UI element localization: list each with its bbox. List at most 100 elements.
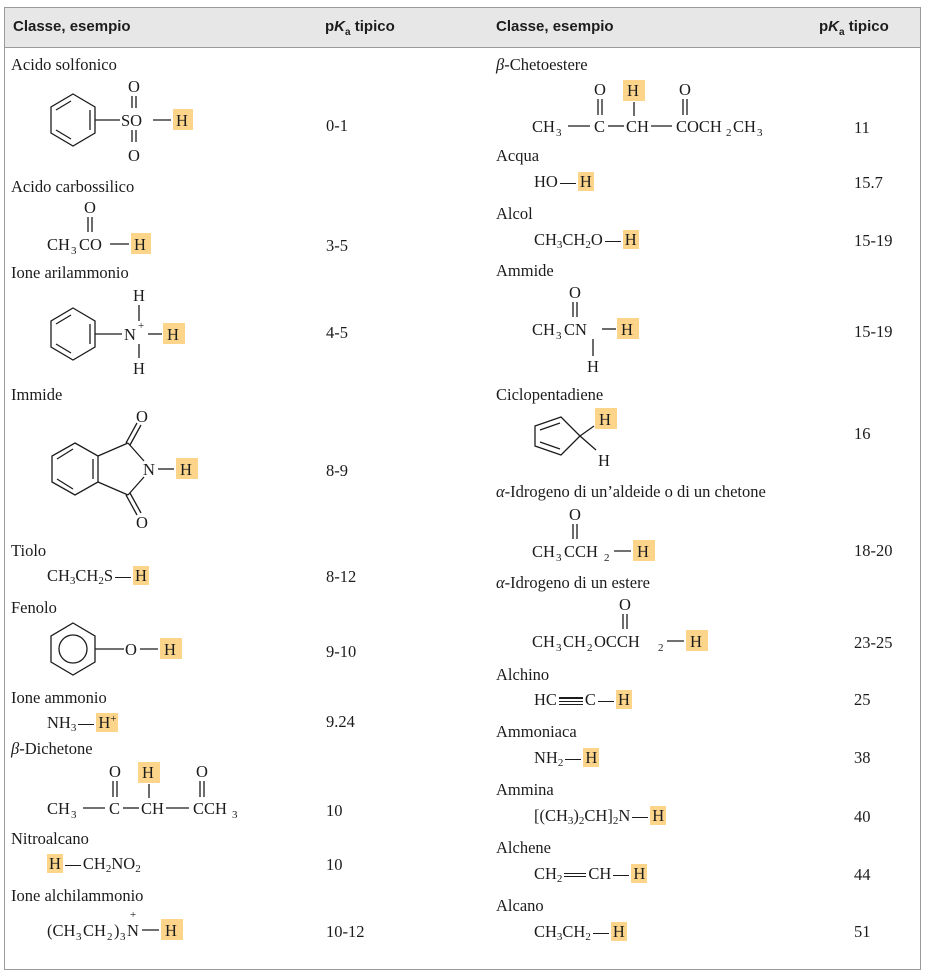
svg-text:3: 3 [71, 245, 77, 257]
svg-text:): ) [114, 921, 120, 940]
formula-acqua: HO H [534, 172, 594, 191]
svg-text:CH: CH [626, 117, 649, 136]
pka-ammoniaca: 38 [854, 748, 871, 767]
pka-ione-alchilammonio: 10-12 [326, 922, 365, 941]
structure-immide: O O N H [51, 407, 198, 532]
structure-fenolo: O H [50, 622, 182, 676]
pka-immide: 8-9 [326, 461, 348, 480]
svg-text:CO: CO [79, 235, 102, 254]
svg-text:CH: CH [532, 632, 555, 651]
svg-text:O: O [136, 513, 148, 532]
atom-o-top: O [128, 77, 140, 96]
pka-alcano: 51 [854, 922, 871, 941]
class-name-alchino: Alchino [496, 665, 550, 684]
svg-text:+: + [138, 320, 144, 332]
svg-text:H: H [167, 325, 179, 344]
svg-text:3: 3 [232, 809, 238, 821]
formula-alchino: HC C H [534, 690, 632, 709]
class-name-acqua: Acqua [496, 146, 540, 165]
structure-ione-alchilammonio: (CH 3 CH 2 ) 3 + N H [47, 909, 183, 943]
structure-alfa-idrogeno-estere: O CH 3 CH 2 OCCH 2 H [532, 595, 708, 654]
formula-ammoniaca: NH2 H [534, 748, 600, 769]
svg-text:CH: CH [532, 320, 555, 339]
pka-ammide: 15-19 [854, 322, 893, 341]
formula-alchene: CH2 CH H [534, 864, 648, 885]
header-pka-left: pKa tipico [325, 18, 395, 38]
class-name-fenolo: Fenolo [11, 598, 57, 617]
svg-text:CH: CH [563, 632, 586, 651]
svg-text:CH: CH [83, 921, 106, 940]
class-name-alchene: Alchene [496, 838, 551, 857]
svg-text:H: H [134, 235, 146, 254]
pka-alchino: 25 [854, 690, 871, 709]
svg-text:O: O [679, 80, 691, 99]
formula-alcol: CH3CH2O H [534, 230, 639, 251]
acidic-h: H [610, 922, 627, 941]
pka-alfa-idrogeno-estere: 23-25 [854, 633, 893, 652]
pka-ammina: 40 [854, 807, 871, 826]
formula-tiolo: CH3CH2S H [47, 566, 149, 587]
svg-text:CH: CH [47, 235, 70, 254]
svg-text:H: H [621, 320, 633, 339]
structure-beta-dichetone: O H O CH 3 C CH CCH 3 [47, 762, 238, 821]
pka-ciclopentadiene: 16 [854, 424, 871, 443]
svg-text:O: O [619, 595, 631, 614]
pka-ione-arilammonio: 4-5 [326, 323, 348, 342]
acidic-h: H [133, 566, 149, 585]
pka-acqua: 15.7 [854, 173, 883, 192]
acidic-h: H [583, 748, 600, 767]
pka-alchene: 44 [854, 865, 871, 884]
acidic-h: H [615, 690, 632, 709]
svg-text:CH: CH [141, 799, 164, 818]
svg-text:CH: CH [532, 117, 555, 136]
class-name-beta-chetoestere: β-Chetoestere [496, 55, 588, 74]
acidic-h: H+ [96, 713, 119, 732]
class-name-alfa-idrogeno-estere: α-Idrogeno di un estere [496, 573, 650, 592]
svg-text:C: C [594, 117, 605, 136]
class-name-ione-arilammonio: Ione arilammonio [11, 263, 129, 282]
svg-text:C: C [109, 799, 120, 818]
structure-beta-chetoestere: O H O CH 3 C CH COCH 2 CH 3 [532, 80, 763, 139]
svg-text:O: O [569, 505, 581, 524]
svg-text:2: 2 [107, 931, 113, 943]
class-name-alcano: Alcano [496, 896, 544, 915]
acidic-h: H [622, 230, 639, 249]
pka-beta-dichetone: 10 [326, 801, 343, 820]
acidic-h: H [577, 172, 594, 191]
svg-text:H: H [587, 357, 599, 376]
class-name-ammina: Ammina [496, 780, 554, 799]
class-name-ione-ammonio: Ione ammonio [11, 688, 107, 707]
svg-text:(CH: (CH [47, 921, 76, 940]
benzene-ring [50, 93, 96, 147]
pka-tiolo: 8-12 [326, 567, 357, 586]
svg-text:3: 3 [76, 931, 82, 943]
acidic-h: H [47, 854, 63, 873]
svg-text:+: + [130, 909, 136, 921]
acidic-h: H [176, 111, 188, 130]
class-name-alfa-idrogeno-aldeide: α-Idrogeno di un’aldeide o di un chetone [496, 482, 766, 501]
svg-text:H: H [690, 632, 702, 651]
svg-text:O: O [109, 762, 121, 781]
structure-ciclopentadiene: H H [534, 408, 617, 470]
class-name-alcol: Alcol [496, 204, 533, 223]
svg-text:N: N [124, 325, 136, 344]
header-pka-right: pKa tipico [819, 18, 889, 38]
class-name-ammide: Ammide [496, 261, 554, 280]
svg-text:3: 3 [757, 127, 763, 139]
svg-text:CH: CH [47, 799, 70, 818]
pka-table: Classe, esempio pKa tipico Classe, esemp… [4, 7, 921, 970]
svg-text:O: O [594, 80, 606, 99]
class-name-ciclopentadiene: Ciclopentadiene [496, 385, 604, 404]
svg-text:2: 2 [658, 642, 664, 654]
class-name-ione-alchilammonio: Ione alchilammonio [11, 886, 144, 905]
pka-ione-ammonio: 9.24 [326, 712, 355, 731]
structure-ammide: O CH 3 CN H H [532, 283, 639, 376]
acidic-h: H [631, 864, 648, 883]
svg-text:O: O [196, 762, 208, 781]
svg-text:O: O [569, 283, 581, 302]
svg-text:H: H [627, 81, 639, 100]
acidic-h: H [650, 806, 667, 825]
svg-text:H: H [133, 286, 145, 305]
pka-fenolo: 9-10 [326, 642, 357, 661]
pka-acido-solfonico: 0-1 [326, 116, 348, 135]
